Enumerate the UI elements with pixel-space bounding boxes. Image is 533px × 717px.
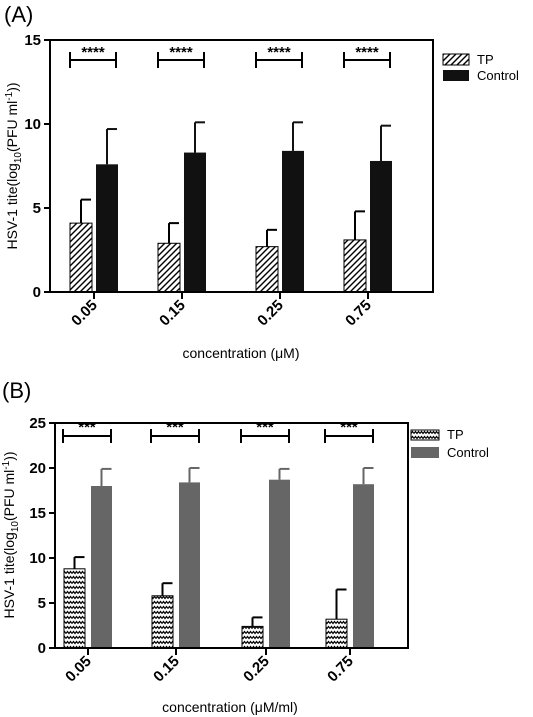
y-tick-label: 0 xyxy=(33,284,41,301)
x-tick-label: 0.05 xyxy=(68,297,101,330)
panel-b-y-axis-title: HSV-1 tite(log10(PFU ml-1)) xyxy=(1,451,21,618)
y-tick-label: 20 xyxy=(29,460,46,477)
bar xyxy=(343,239,367,293)
bar xyxy=(63,568,86,649)
y-tick-label: 15 xyxy=(29,505,46,522)
bar xyxy=(241,625,264,649)
panel-b-x-ticks: 0.05 0.15 0.25 0.75 xyxy=(62,648,357,685)
sig-label: **** xyxy=(267,44,291,61)
sig-label: **** xyxy=(169,44,193,61)
bar xyxy=(151,595,174,649)
legend-label-control-b: Control xyxy=(447,445,489,460)
legend-label-tp-b: TP xyxy=(447,427,464,442)
panel-a-x-ticks: 0.05 0.15 0.25 0.75 xyxy=(68,292,375,329)
x-tick-label: 0.25 xyxy=(254,297,287,330)
y-tick-label: 25 xyxy=(29,415,46,432)
panel-b-legend: TP Control xyxy=(410,427,489,460)
sig-label: *** xyxy=(78,419,96,436)
sig-label: *** xyxy=(256,419,274,436)
panel-a-y-ticks: 0 5 10 15 xyxy=(24,32,50,301)
panel-a-x-axis-title: concentration (μM) xyxy=(183,345,300,361)
sig-label: *** xyxy=(340,419,358,436)
y-tick-label: 0 xyxy=(38,640,46,657)
legend-label-tp: TP xyxy=(477,52,494,67)
sig-label: **** xyxy=(81,44,105,61)
legend-swatch-control-b xyxy=(411,447,439,458)
panel-a: (A) HSV-1 tite(log10(PFU ml-1)) 0 5 10 15 *… xyxy=(4,2,519,361)
panel-a-label: (A) xyxy=(4,2,33,27)
x-tick-label: 0.75 xyxy=(324,653,357,686)
x-tick-label: 0.15 xyxy=(156,297,189,330)
panel-a-legend: TP Control xyxy=(442,52,519,83)
panel-b: (B) HSV-1 tite(log10(PFU ml-1)) 0 5 10 15 20… xyxy=(1,378,489,715)
legend-label-control: Control xyxy=(477,68,519,83)
panel-b-y-ticks: 0 5 10 15 20 25 xyxy=(29,415,55,657)
legend-swatch-tp xyxy=(442,53,470,66)
sig-label: **** xyxy=(355,44,379,61)
y-tick-label: 10 xyxy=(29,550,46,567)
bar xyxy=(157,242,181,293)
x-tick-label: 0.75 xyxy=(342,297,375,330)
legend-swatch-tp-b xyxy=(410,429,440,441)
bar xyxy=(353,484,374,648)
bar xyxy=(179,482,200,648)
y-tick-label: 10 xyxy=(24,116,41,133)
panel-b-label: (B) xyxy=(2,378,31,403)
y-tick-label: 5 xyxy=(38,595,46,612)
bar xyxy=(184,152,206,292)
bar xyxy=(96,164,118,292)
panel-b-bars xyxy=(63,467,374,649)
x-tick-label: 0.05 xyxy=(62,653,95,686)
y-tick-label: 5 xyxy=(33,200,41,217)
panel-a-sig: **** **** **** **** xyxy=(69,44,391,68)
legend-swatch-control xyxy=(443,70,469,81)
bar xyxy=(255,246,279,293)
bar xyxy=(69,222,93,293)
bar xyxy=(282,150,304,292)
bar xyxy=(370,160,392,292)
panel-a-bars xyxy=(69,121,392,293)
sig-label: *** xyxy=(166,419,184,436)
bar xyxy=(91,486,112,648)
bar xyxy=(325,618,348,649)
panel-b-x-axis-title: concentration (μM/ml) xyxy=(162,699,298,715)
bar xyxy=(269,479,290,648)
panel-b-plot-frame xyxy=(54,422,409,649)
x-tick-label: 0.25 xyxy=(240,653,273,686)
panel-a-y-axis-title: HSV-1 tite(log10(PFU ml-1)) xyxy=(4,82,24,249)
x-tick-label: 0.15 xyxy=(150,653,183,686)
panel-a-plot-frame xyxy=(49,39,434,293)
y-tick-label: 15 xyxy=(24,32,41,49)
